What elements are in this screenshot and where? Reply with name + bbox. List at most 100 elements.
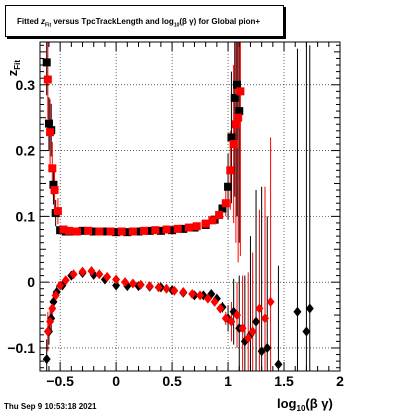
data-point-square [215,211,224,220]
data-point-square [162,225,171,234]
data-point-diamond [263,342,272,353]
data-point-square [100,227,109,236]
data-point-square [173,224,182,233]
data-point-diamond [51,290,60,301]
data-point-square [53,207,62,216]
data-point-square [89,227,98,236]
data-point-square [78,226,87,235]
data-point-square [208,216,217,225]
data-point-square [233,80,242,89]
data-point-diamond [56,280,65,291]
plot-frame [39,41,341,372]
data-point-square [224,182,233,191]
data-point-diamond [112,274,121,285]
data-point-diamond [244,333,253,344]
data-point-diamond [305,303,314,314]
data-point-square [46,128,55,137]
data-point-square [151,226,160,235]
data-point-square [231,120,240,129]
data-point-diamond [257,346,266,357]
data-point-diamond [95,269,104,280]
data-point-diamond [103,271,112,282]
data-point-square [112,228,121,237]
data-point-diamond [78,266,87,277]
data-point-diamond [48,303,57,314]
y-tick-label: 0.1 [16,208,36,224]
data-point-diamond [216,303,225,314]
data-point-diamond [221,313,230,324]
data-point-diamond [302,326,311,337]
x-tick-label: −0.5 [46,373,74,389]
data-point-square [117,227,126,236]
data-point-square [156,226,165,235]
data-markers [42,58,314,370]
data-point-square [227,133,236,142]
data-point-square [72,227,81,236]
data-point-diamond [261,313,269,324]
data-point-square [184,223,193,232]
data-point-square [230,93,239,102]
data-point-square [221,199,230,208]
data-point-square [134,227,143,236]
data-point-square [49,180,58,189]
data-point-diamond [293,306,302,317]
data-point-diamond [42,354,51,365]
data-point-diamond [248,326,257,337]
data-point-diamond [203,293,212,304]
data-point-diamond [196,290,205,301]
data-point-square [168,226,177,235]
data-point-square [201,219,210,228]
x-axis-ticks: −0.5 0 0.5 1 1.5 2 [46,42,344,389]
chart-title: Fitted zFit versus TpcTrackLength and lo… [5,5,284,37]
data-point-diamond [188,289,197,300]
data-point-diamond [227,316,236,327]
x-tick-label: 0 [112,373,120,389]
data-point-diamond [154,282,163,293]
data-point-square [48,164,57,173]
y-axis-title: zFit [5,60,22,77]
data-point-diamond [255,303,264,314]
data-point-square [106,227,115,236]
data-point-diamond [87,265,96,276]
x-tick-label: 2 [336,373,344,389]
data-point-diamond [69,269,78,280]
data-point-square [42,58,51,67]
data-point-square [234,113,243,122]
data-point-diamond [43,326,52,337]
data-point-square [235,107,244,116]
data-point-square [145,226,154,235]
data-point-square [179,224,188,233]
data-point-diamond [112,280,121,291]
grid [40,42,340,371]
data-point-square [50,186,59,195]
data-point-diamond [210,296,219,307]
data-point-diamond [136,279,145,290]
data-point-diamond [179,287,188,298]
data-point-diamond [162,283,171,294]
y-tick-label: −0.1 [7,340,35,356]
data-point-square [218,204,227,213]
y-tick-label: 0 [27,274,35,290]
data-point-diamond [61,275,70,286]
data-point-square [226,166,235,175]
data-point-square [229,139,238,148]
data-point-diamond [233,310,242,321]
data-point-diamond [145,281,154,292]
data-point-diamond [238,323,247,334]
data-point-square [65,226,74,235]
data-point-diamond [252,316,261,327]
x-tick-label: 1.5 [274,373,294,389]
x-axis-title: log10(β γ) [277,396,333,413]
data-point-diamond [128,278,137,289]
y-axis-ticks: −0.1 0 0.1 0.2 0.3 [7,44,340,369]
data-point-diamond [121,277,130,288]
data-point-square [84,226,93,235]
data-point-square [95,227,104,236]
error-bars [46,42,311,371]
timestamp-footer: Thu Sep 9 10:53:18 2021 [4,402,97,411]
data-point-square [128,227,137,236]
data-point-diamond [274,359,283,370]
data-point-diamond [266,296,275,307]
data-point-diamond [170,285,179,296]
data-point-square [140,226,149,235]
